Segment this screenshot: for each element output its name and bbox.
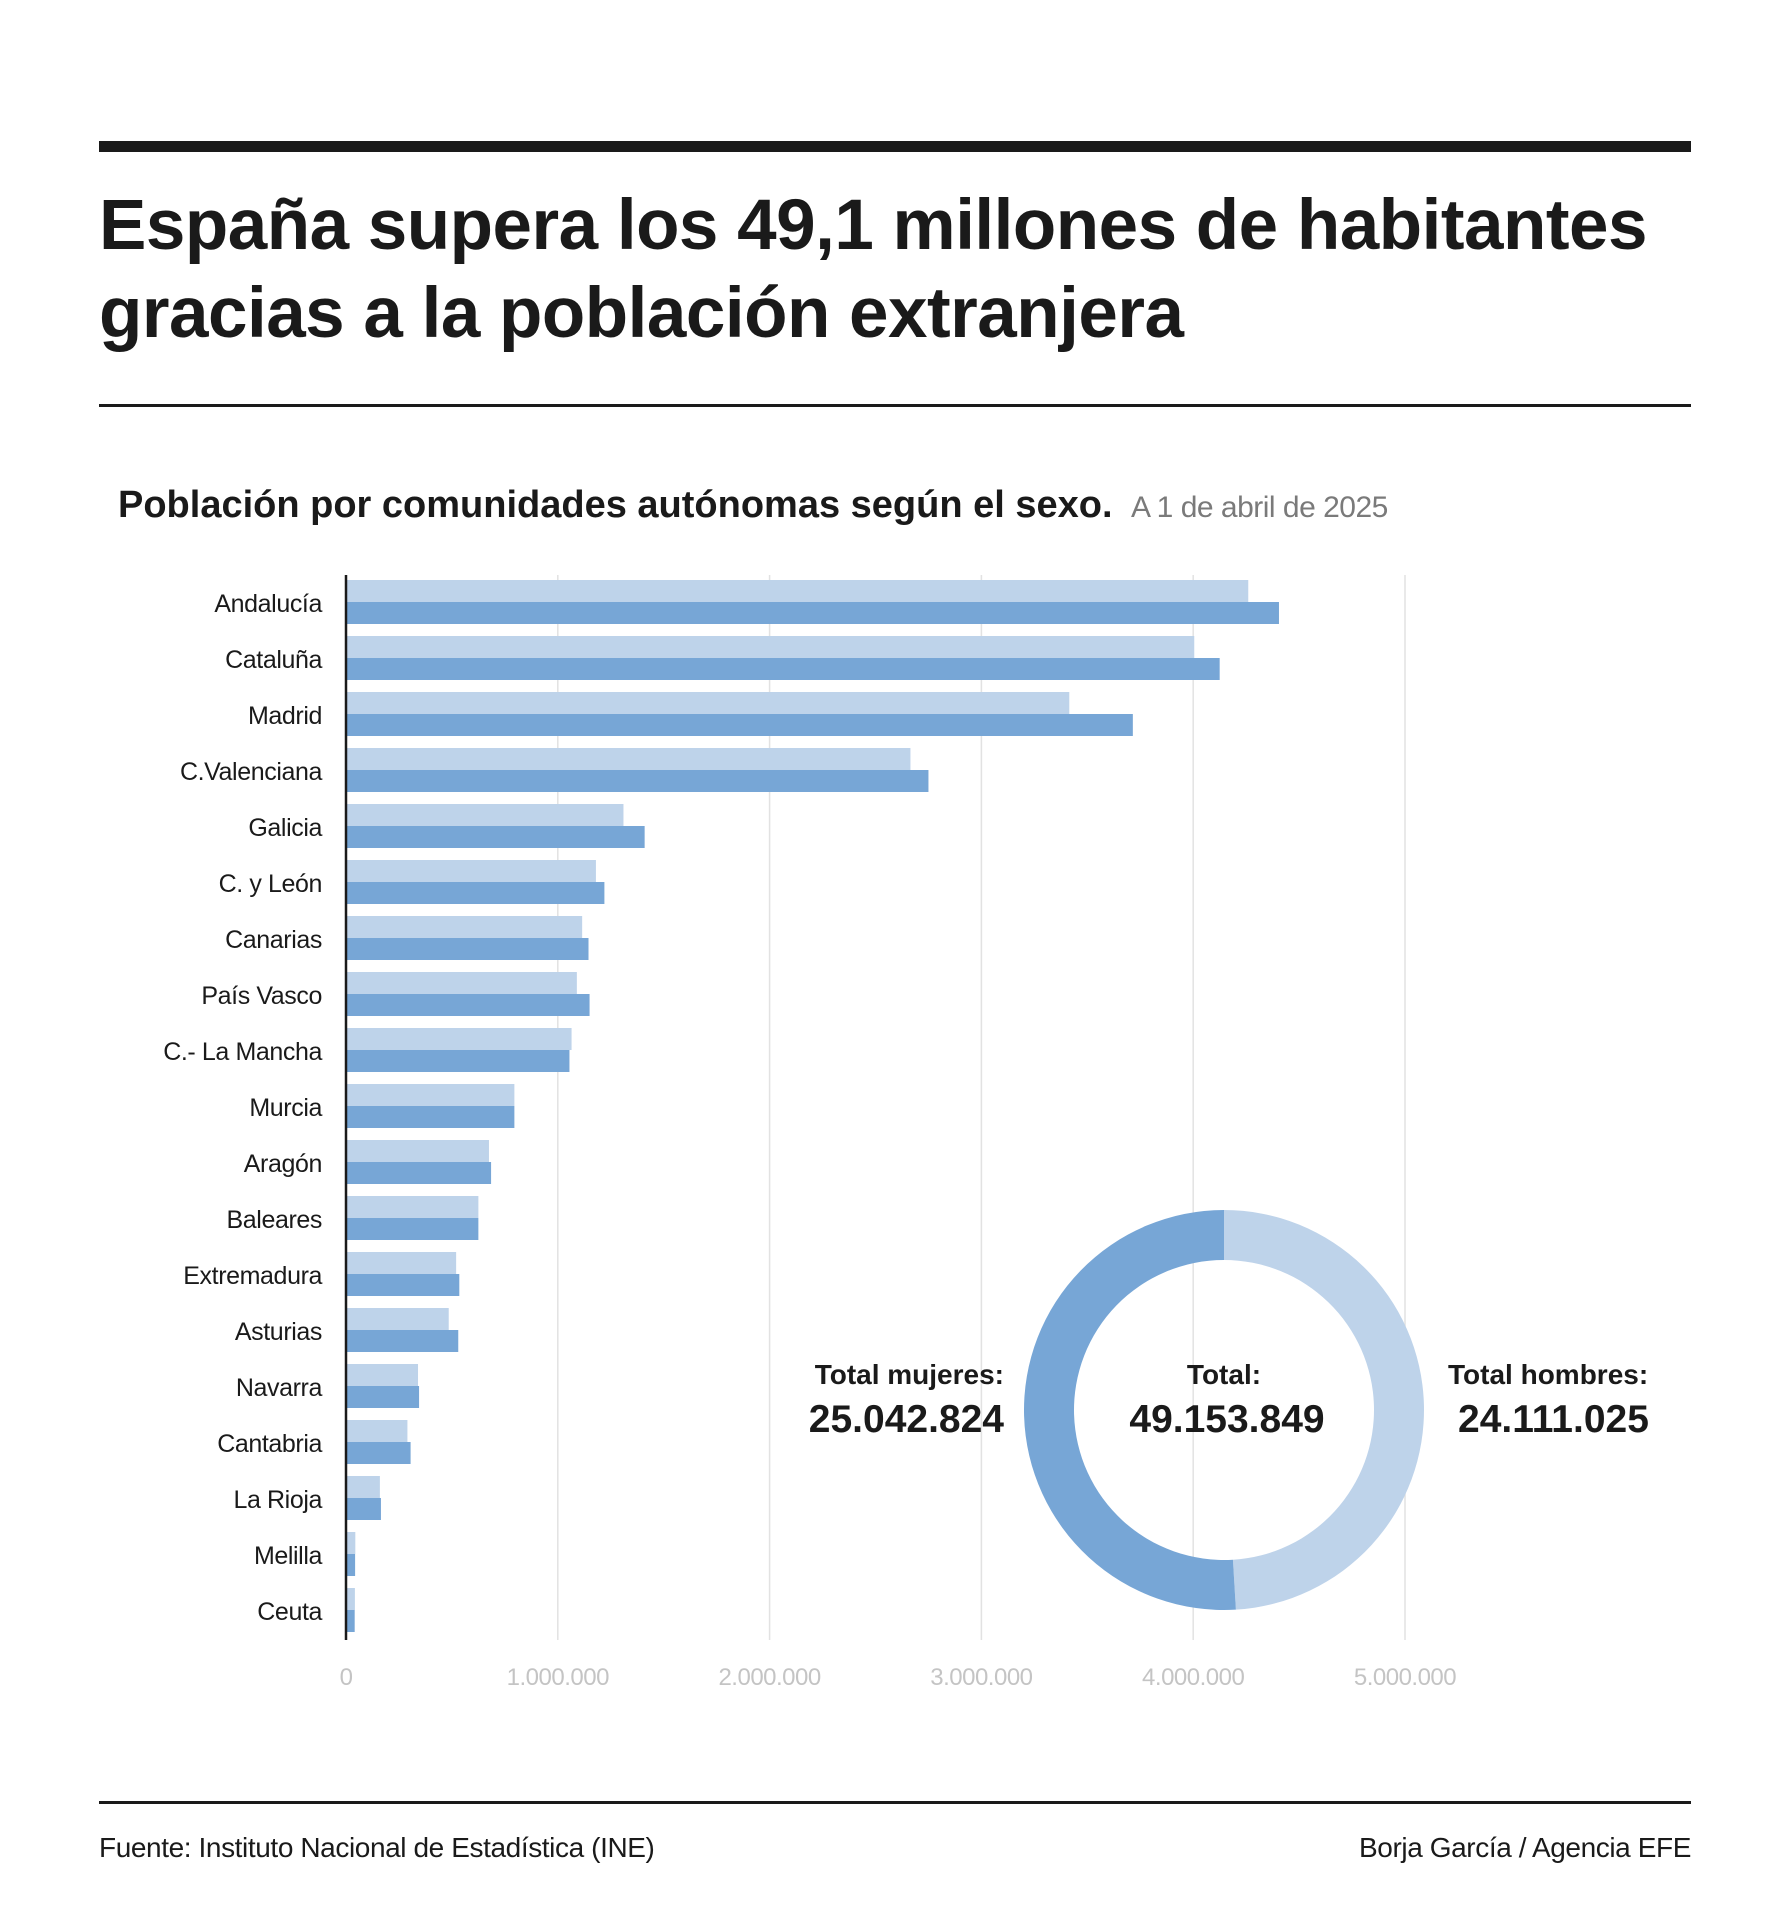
author-credit: Borja García / Agencia EFE bbox=[1359, 1832, 1691, 1863]
category-label: Galicia bbox=[248, 814, 322, 842]
category-label: C.Valenciana bbox=[180, 758, 323, 786]
category-label: Ceuta bbox=[257, 1598, 322, 1626]
bar-hombres bbox=[346, 1028, 572, 1050]
donut-slices bbox=[1023, 1210, 1424, 1611]
bar-mujeres bbox=[346, 1554, 356, 1576]
category-labels: Andalucía Cataluña Madrid C.Valenciana Galic… bbox=[163, 590, 323, 1626]
bar-mujeres bbox=[346, 1386, 420, 1408]
bar-mujeres bbox=[346, 1162, 492, 1184]
category-label: Murcia bbox=[249, 1094, 322, 1122]
bar-hombres bbox=[346, 860, 596, 882]
bar-hombres bbox=[346, 804, 624, 826]
category-label: Andalucía bbox=[214, 590, 322, 618]
source-note: Fuente: Instituto Nacional de Estadístic… bbox=[99, 1832, 655, 1863]
donut-center-value: 49.153.849 bbox=[1129, 1398, 1324, 1441]
bar-mujeres bbox=[346, 938, 589, 960]
category-label: Extremadura bbox=[183, 1262, 322, 1290]
x-tick-label: 1.000.000 bbox=[507, 1664, 609, 1691]
bar-hombres bbox=[346, 1476, 380, 1498]
bar-mujeres bbox=[346, 1274, 460, 1296]
bar-hombres bbox=[346, 1252, 457, 1274]
x-tick-label: 0 bbox=[340, 1664, 353, 1691]
bar-hombres bbox=[346, 1588, 355, 1610]
bar-mujeres bbox=[346, 1218, 479, 1240]
bar-hombres bbox=[346, 1532, 356, 1554]
footer-divider bbox=[99, 1801, 1691, 1804]
bar-mujeres bbox=[346, 994, 590, 1016]
bar-hombres bbox=[346, 580, 1249, 602]
category-label: Asturias bbox=[235, 1318, 322, 1346]
chart-subtitle: Población por comunidades autónomas segú… bbox=[118, 484, 1388, 527]
category-label: Madrid bbox=[248, 702, 322, 730]
donut-slice-mujeres bbox=[1023, 1210, 1236, 1611]
category-label: C. y León bbox=[219, 870, 322, 898]
bar-mujeres bbox=[346, 770, 929, 792]
bar-mujeres bbox=[346, 1050, 570, 1072]
total-hombres-label: Total hombres: bbox=[1448, 1359, 1648, 1390]
bar-mujeres bbox=[346, 882, 605, 904]
total-mujeres-label: Total mujeres: bbox=[815, 1359, 1004, 1390]
bar-hombres bbox=[346, 1308, 449, 1330]
bar-hombres bbox=[346, 972, 577, 994]
category-label: La Rioja bbox=[233, 1486, 322, 1514]
donut-slice-hombres bbox=[1224, 1210, 1424, 1610]
bar-mujeres bbox=[346, 1442, 411, 1464]
bar-mujeres bbox=[346, 714, 1133, 736]
chart-subtitle-main: Población por comunidades autónomas segú… bbox=[118, 484, 1113, 526]
bar-mujeres bbox=[346, 1498, 381, 1520]
bar-mujeres bbox=[346, 602, 1279, 624]
headline-line-1: España supera los 49,1 millones de habit… bbox=[99, 186, 1647, 265]
bar-mujeres bbox=[346, 826, 645, 848]
category-label: Melilla bbox=[254, 1542, 323, 1570]
x-tick-label: 4.000.000 bbox=[1142, 1664, 1244, 1691]
bar-hombres bbox=[346, 1084, 515, 1106]
x-axis-ticks: 0 1.000.000 2.000.000 3.000.000 4.000.000 5.0… bbox=[340, 1664, 1457, 1691]
bar-mujeres bbox=[346, 1330, 459, 1352]
bar-hombres bbox=[346, 1196, 479, 1218]
headline-line-2: gracias a la población extranjera bbox=[99, 274, 1184, 353]
bar-hombres bbox=[346, 748, 911, 770]
category-label: Baleares bbox=[227, 1206, 322, 1234]
category-label: C.- La Mancha bbox=[163, 1038, 322, 1066]
bar-hombres bbox=[346, 1364, 419, 1386]
bar-hombres bbox=[346, 636, 1195, 658]
total-hombres-value: 24.111.025 bbox=[1458, 1398, 1649, 1441]
x-tick-label: 2.000.000 bbox=[718, 1664, 820, 1691]
bar-hombres bbox=[346, 916, 583, 938]
bar-mujeres bbox=[346, 1106, 515, 1128]
category-label: Cataluña bbox=[225, 646, 322, 674]
x-tick-label: 3.000.000 bbox=[930, 1664, 1032, 1691]
category-label: Aragón bbox=[244, 1150, 322, 1178]
bar-hombres bbox=[346, 1420, 408, 1442]
category-label: Cantabria bbox=[217, 1430, 322, 1458]
top-rule bbox=[99, 141, 1691, 152]
x-tick-label: 5.000.000 bbox=[1354, 1664, 1456, 1691]
bar-hombres bbox=[346, 692, 1070, 714]
total-mujeres-value: 25.042.824 bbox=[809, 1398, 1005, 1441]
donut-chart: Total: 49.153.849 Total mujeres: 25.042.… bbox=[809, 1210, 1649, 1611]
chart-subtitle-date: A 1 de abril de 2025 bbox=[1130, 491, 1388, 524]
bar-mujeres bbox=[346, 658, 1220, 680]
category-label: Navarra bbox=[236, 1374, 323, 1402]
bar-mujeres bbox=[346, 1610, 355, 1632]
donut-center-label: Total: bbox=[1187, 1359, 1261, 1390]
bar-hombres bbox=[346, 1140, 489, 1162]
headline: España supera los 49,1 millones de habit… bbox=[99, 182, 1699, 358]
category-label: País Vasco bbox=[201, 982, 322, 1010]
category-label: Canarias bbox=[225, 926, 322, 954]
headline-divider bbox=[99, 404, 1691, 407]
bars-layer bbox=[346, 580, 1279, 1632]
